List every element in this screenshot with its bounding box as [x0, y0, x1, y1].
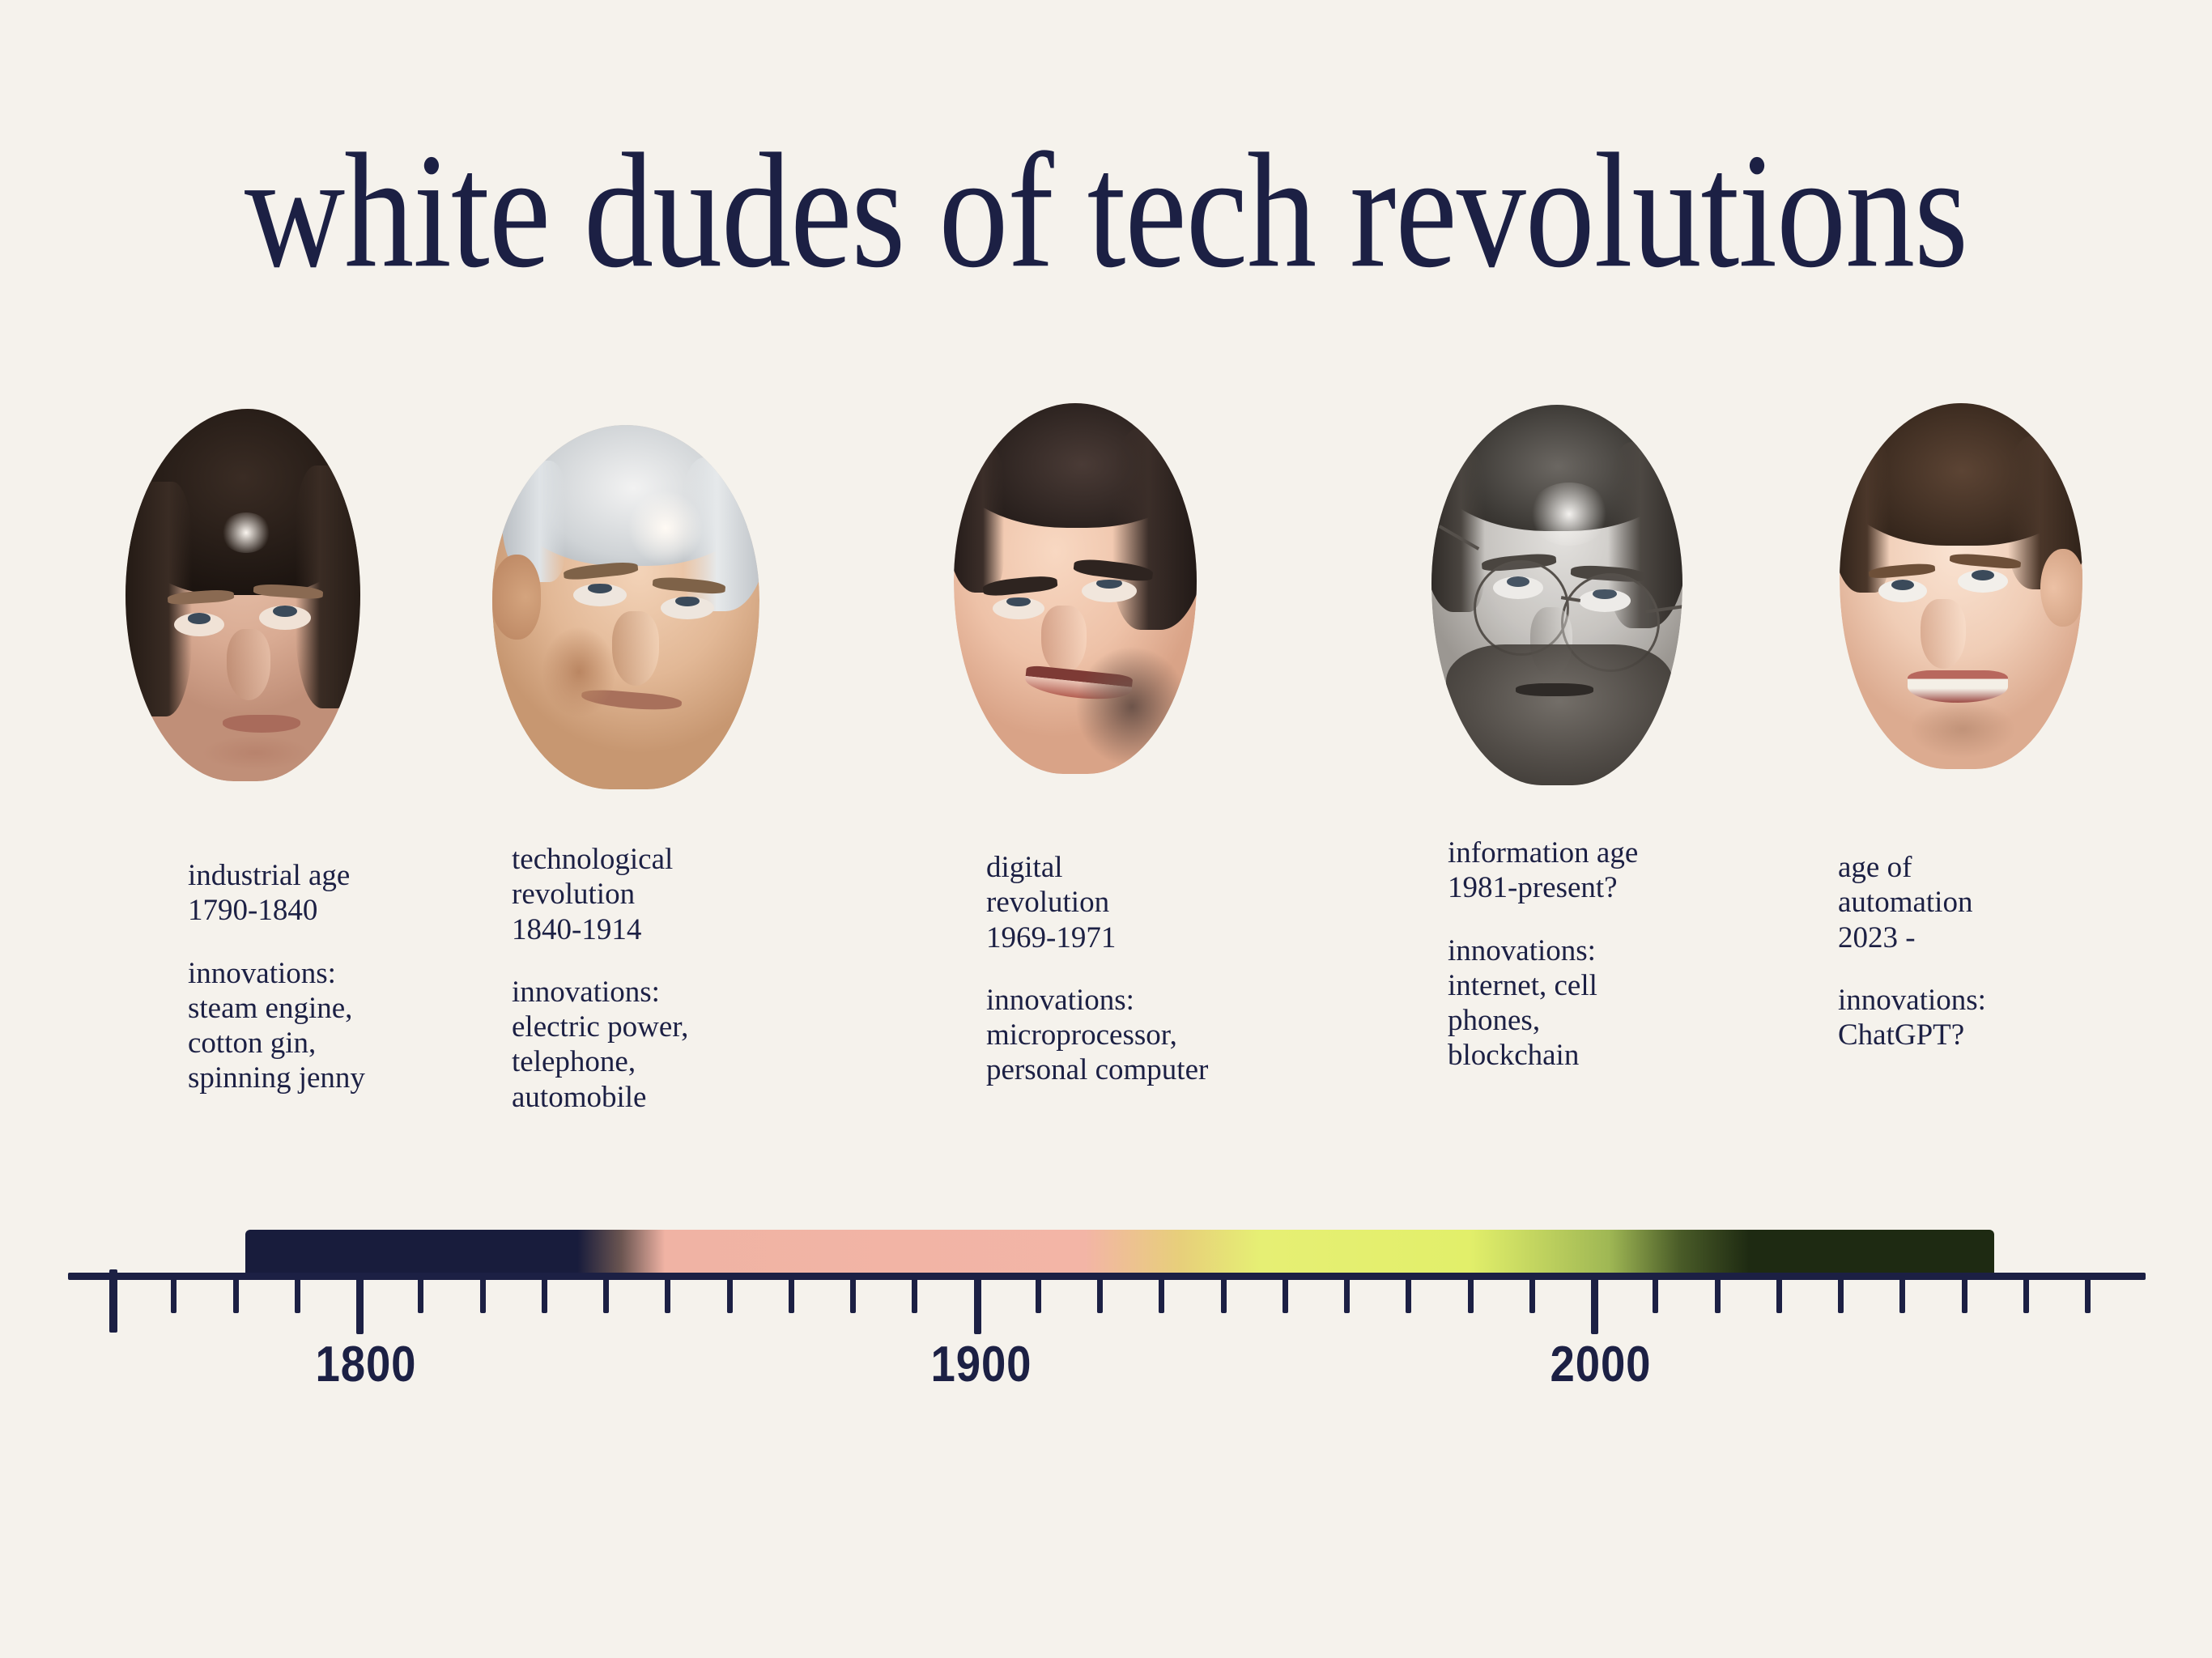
- timeline-tick-minor: [479, 1278, 486, 1313]
- timeline-tick-minor: [1159, 1278, 1165, 1313]
- innovations-label: innovations: electric power, telephone, …: [512, 975, 689, 1114]
- portrait-eye-right: [661, 597, 714, 619]
- caption-industrial-age: industrial age 1790-1840 innovations: st…: [188, 858, 479, 1096]
- portrait-jaw-shadow: [1075, 646, 1189, 767]
- timeline-tick-minor: [418, 1278, 424, 1313]
- innovations-label: innovations: microprocessor, personal co…: [986, 983, 1209, 1087]
- timeline-tick-major: [356, 1278, 364, 1334]
- timeline-tick-minor: [541, 1278, 547, 1313]
- portrait-ear-right: [2040, 549, 2082, 627]
- innovations-label: innovations: internet, cell phones, bloc…: [1448, 933, 1597, 1073]
- page-title: white dudes of tech revolutions: [244, 120, 1968, 303]
- timeline-tick-minor: [1529, 1278, 1535, 1313]
- timeline-tick-minor: [1899, 1278, 1906, 1313]
- timeline-tick-minor: [665, 1278, 671, 1313]
- timeline-tick-minor: [1344, 1278, 1350, 1313]
- portrait-cheek-shadow: [542, 627, 615, 716]
- timeline-tick-minor: [171, 1278, 177, 1313]
- portrait-digital-revolution: [954, 403, 1197, 774]
- innovations-label: innovations: steam engine, cotton gin, s…: [188, 956, 365, 1095]
- era-label: digital revolution 1969-1971: [986, 851, 1117, 954]
- portrait-eye-left: [1878, 580, 1927, 602]
- portrait-technological-revolution: [492, 425, 759, 789]
- timeline-tick-major: [1591, 1278, 1598, 1334]
- timeline-year-label: 1800: [315, 1337, 417, 1392]
- timeline-tick-minor: [1035, 1278, 1041, 1313]
- timeline-tick-minor: [1776, 1278, 1782, 1313]
- portrait-industrial-age: [125, 409, 360, 781]
- timeline-tick-minor: [1467, 1278, 1474, 1313]
- portrait-hair-left: [1431, 450, 1485, 612]
- portrait-eye-left: [174, 613, 224, 636]
- portrait-eye-right: [259, 606, 311, 630]
- caption-technological-revolution: technological revolution 1840-1914 innov…: [512, 842, 795, 1115]
- timeline-tick-minor: [912, 1278, 918, 1313]
- caption-information-age: information age 1981-present? innovation…: [1448, 835, 1763, 1073]
- portrait-mouth: [223, 715, 300, 733]
- portrait-mouth: [1516, 683, 1593, 696]
- timeline-tick-minor: [2085, 1278, 2091, 1313]
- timeline-axis-line: [68, 1273, 2146, 1280]
- era-label: industrial age 1790-1840: [188, 859, 351, 928]
- portrait-eye-right: [1082, 580, 1137, 602]
- portrait-ear-left: [492, 555, 541, 640]
- timeline-tick-minor: [726, 1278, 733, 1313]
- timeline-tick-minor: [1406, 1278, 1412, 1313]
- timeline-year-label: 2000: [1550, 1337, 1652, 1392]
- portrait-nose: [1041, 606, 1087, 674]
- portrait-eye-left: [993, 597, 1044, 619]
- innovations-label: innovations: ChatGPT?: [1838, 983, 1986, 1052]
- portrait-eye-right: [1958, 570, 2008, 593]
- timeline-tick-minor: [1653, 1278, 1659, 1313]
- portrait-chin-shadow: [203, 736, 308, 770]
- portrait-nose: [227, 629, 270, 700]
- portrait-nose: [1921, 599, 1966, 669]
- timeline-tick-minor: [1097, 1278, 1103, 1313]
- timeline-tick-minor: [1838, 1278, 1844, 1313]
- timeline-tick-minor: [788, 1278, 794, 1313]
- era-label: technological revolution 1840-1914: [512, 843, 674, 946]
- caption-digital-revolution: digital revolution 1969-1971 innovations…: [986, 850, 1334, 1088]
- timeline-tick-minor: [603, 1278, 609, 1313]
- portrait-forehead-highlight: [1529, 483, 1610, 546]
- timeline-tick-minor: [2023, 1278, 2029, 1313]
- portrait-age-of-automation: [1840, 403, 2082, 769]
- era-label: information age 1981-present?: [1448, 836, 1639, 905]
- portrait-hair-left: [954, 447, 1004, 593]
- timeline-tick-minor: [1961, 1278, 1967, 1313]
- timeline-tick-minor: [1220, 1278, 1227, 1313]
- timeline-tick-minor: [850, 1278, 856, 1313]
- timeline-tick-minor: [294, 1278, 300, 1313]
- portrait-beard: [1446, 644, 1673, 785]
- timeline-year-label: 1900: [930, 1337, 1032, 1392]
- caption-age-of-automation: age of automation 2023 - innovations: Ch…: [1838, 850, 2105, 1052]
- timeline-tick-minor: [1282, 1278, 1288, 1313]
- timeline-tick-major: [973, 1278, 981, 1334]
- portrait-nose: [612, 611, 659, 686]
- timeline-tick-minor: [232, 1278, 239, 1313]
- era-label: age of automation 2023 -: [1838, 851, 1973, 954]
- portrait-forehead-highlight: [627, 491, 704, 564]
- portrait-chin-shadow: [1911, 701, 2014, 758]
- timeline-tick-minor: [109, 1269, 117, 1333]
- portrait-information-age: [1431, 405, 1682, 785]
- portrait-mouth-open: [1908, 670, 2008, 703]
- timeline-gradient-bar: [245, 1230, 1994, 1278]
- timeline-tick-minor: [1714, 1278, 1721, 1313]
- portrait-eye-left: [573, 584, 627, 606]
- portrait-forehead-highlight: [221, 512, 271, 553]
